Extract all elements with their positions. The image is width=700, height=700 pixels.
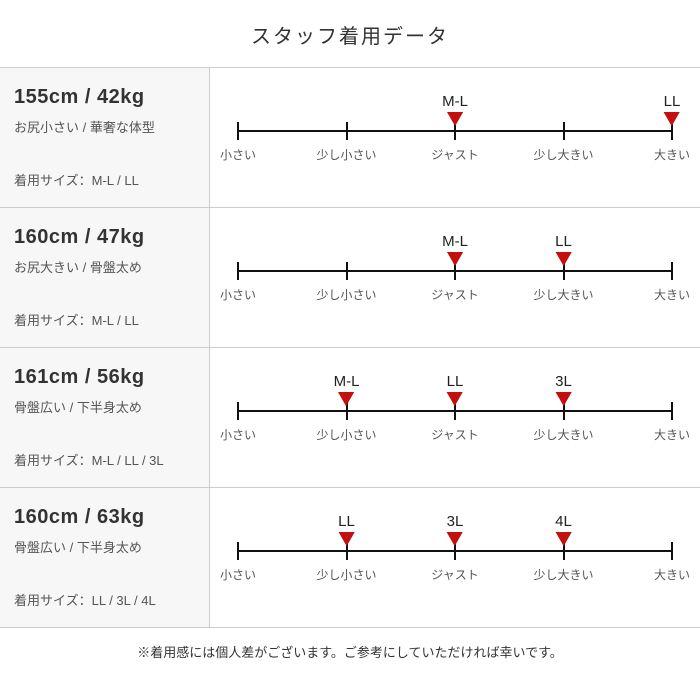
staff-info-panel: 160cm / 63kg 骨盤広い / 下半身太め着用サイズ：LL / 3L / … bbox=[0, 488, 210, 627]
scale-tick bbox=[346, 262, 348, 280]
scale-axis: 小さい少し小さいジャスト少し大きい大きいM-LLL bbox=[238, 270, 672, 272]
scale-tick-label: 少し大きい bbox=[533, 566, 593, 583]
scale-tick-label: 少し大きい bbox=[533, 426, 593, 443]
fit-scale: 小さい少し小さいジャスト少し大きい大きいM-LLL bbox=[238, 130, 672, 132]
size-marker: LL bbox=[664, 93, 681, 126]
scale-tick-label: 少し大きい bbox=[533, 146, 593, 163]
staff-row: 160cm / 63kg 骨盤広い / 下半身太め着用サイズ：LL / 3L / … bbox=[0, 488, 700, 628]
staff-stats: 155cm / 42kg bbox=[14, 86, 195, 109]
staff-row: 155cm / 42kg お尻小さい / 華奢な体型着用サイズ：M-L / LL 小… bbox=[0, 68, 700, 208]
staff-worn-sizes: 着用サイズ：LL / 3L / 4L bbox=[14, 590, 195, 609]
size-marker-label: M-L bbox=[442, 233, 468, 250]
size-marker-label: M-L bbox=[442, 93, 468, 110]
scale-tick-label: 大きい bbox=[654, 146, 690, 163]
size-marker: 4L bbox=[555, 513, 572, 546]
scale-tick-label: 大きい bbox=[654, 426, 690, 443]
staff-stats: 160cm / 63kg bbox=[14, 506, 195, 529]
scale-tick-label: 少し小さい bbox=[316, 146, 376, 163]
scale-tick bbox=[671, 402, 673, 420]
fit-scale-panel: 小さい 少し小さい ジャスト 少し大きい 大きい M-L LL bbox=[210, 208, 700, 347]
triangle-down-icon bbox=[556, 252, 572, 266]
staff-worn-sizes: 着用サイズ：M-L / LL bbox=[14, 310, 195, 329]
triangle-down-icon bbox=[556, 392, 572, 406]
staff-body-note: お尻小さい / 華奢な体型 bbox=[14, 117, 195, 136]
page-title: スタッフ着用データ bbox=[0, 0, 700, 67]
staff-row: 160cm / 47kg お尻大きい / 骨盤太め着用サイズ：M-L / LL 小さ… bbox=[0, 208, 700, 348]
scale-tick bbox=[671, 542, 673, 560]
staff-stats: 161cm / 56kg bbox=[14, 366, 195, 389]
scale-tick bbox=[237, 262, 239, 280]
scale-tick-label: 少し小さい bbox=[316, 426, 376, 443]
size-marker: 3L bbox=[555, 373, 572, 406]
scale-tick-label: 大きい bbox=[654, 566, 690, 583]
size-marker-label: 3L bbox=[555, 373, 572, 390]
size-marker-label: LL bbox=[555, 233, 572, 250]
scale-axis: 小さい少し小さいジャスト少し大きい大きいLL3L4L bbox=[238, 550, 672, 552]
scale-axis: 小さい少し小さいジャスト少し大きい大きいM-LLL3L bbox=[238, 410, 672, 412]
size-marker-label: LL bbox=[447, 373, 464, 390]
staff-stats: 160cm / 47kg bbox=[14, 226, 195, 249]
triangle-down-icon bbox=[447, 392, 463, 406]
scale-tick-label: 小さい bbox=[220, 286, 256, 303]
scale-tick-label: ジャスト bbox=[431, 146, 478, 163]
scale-tick bbox=[346, 122, 348, 140]
fit-scale-panel: 小さい 少し小さい ジャスト 少し大きい 大きい M-L LL 3L bbox=[210, 348, 700, 487]
staff-rows: 155cm / 42kg お尻小さい / 華奢な体型着用サイズ：M-L / LL 小… bbox=[0, 67, 700, 628]
size-marker: 3L bbox=[447, 513, 464, 546]
staff-worn-sizes: 着用サイズ：M-L / LL bbox=[14, 170, 195, 189]
fit-scale: 小さい少し小さいジャスト少し大きい大きいLL3L4L bbox=[238, 550, 672, 552]
staff-row: 161cm / 56kg 骨盤広い / 下半身太め着用サイズ：M-L / LL /… bbox=[0, 348, 700, 488]
size-marker: LL bbox=[447, 373, 464, 406]
size-marker-label: 4L bbox=[555, 513, 572, 530]
scale-tick-label: 少し小さい bbox=[316, 286, 376, 303]
triangle-down-icon bbox=[447, 112, 463, 126]
scale-tick bbox=[563, 122, 565, 140]
fit-scale: 小さい少し小さいジャスト少し大きい大きいM-LLL3L bbox=[238, 410, 672, 412]
triangle-down-icon bbox=[664, 112, 680, 126]
triangle-down-icon bbox=[447, 532, 463, 546]
staff-body-note: 骨盤広い / 下半身太め bbox=[14, 397, 195, 416]
scale-tick bbox=[671, 262, 673, 280]
size-marker: LL bbox=[338, 513, 355, 546]
fit-scale-panel: 小さい 少し小さい ジャスト 少し大きい 大きい M-L LL bbox=[210, 68, 700, 207]
scale-tick-label: 小さい bbox=[220, 566, 256, 583]
scale-tick bbox=[237, 542, 239, 560]
scale-tick-label: ジャスト bbox=[431, 426, 478, 443]
fit-scale-panel: 小さい 少し小さい ジャスト 少し大きい 大きい LL 3L 4L bbox=[210, 488, 700, 627]
size-marker: M-L bbox=[442, 233, 468, 266]
scale-tick-label: 小さい bbox=[220, 146, 256, 163]
scale-tick-label: 少し小さい bbox=[316, 566, 376, 583]
scale-tick bbox=[237, 122, 239, 140]
staff-body-note: お尻大きい / 骨盤太め bbox=[14, 257, 195, 276]
size-marker-label: LL bbox=[664, 93, 681, 110]
size-marker: M-L bbox=[442, 93, 468, 126]
triangle-down-icon bbox=[556, 532, 572, 546]
staff-worn-sizes: 着用サイズ：M-L / LL / 3L bbox=[14, 450, 195, 469]
size-marker-label: M-L bbox=[334, 373, 360, 390]
scale-tick-label: 少し大きい bbox=[533, 286, 593, 303]
triangle-down-icon bbox=[339, 532, 355, 546]
scale-tick-label: 大きい bbox=[654, 286, 690, 303]
size-marker: LL bbox=[555, 233, 572, 266]
staff-info-panel: 155cm / 42kg お尻小さい / 華奢な体型着用サイズ：M-L / LL bbox=[0, 68, 210, 207]
size-marker: M-L bbox=[334, 373, 360, 406]
staff-body-note: 骨盤広い / 下半身太め bbox=[14, 537, 195, 556]
triangle-down-icon bbox=[339, 392, 355, 406]
staff-info-panel: 160cm / 47kg お尻大きい / 骨盤太め着用サイズ：M-L / LL bbox=[0, 208, 210, 347]
scale-tick bbox=[237, 402, 239, 420]
size-marker-label: 3L bbox=[447, 513, 464, 530]
scale-tick-label: 小さい bbox=[220, 426, 256, 443]
scale-tick-label: ジャスト bbox=[431, 286, 478, 303]
scale-axis: 小さい少し小さいジャスト少し大きい大きいM-LLL bbox=[238, 130, 672, 132]
staff-info-panel: 161cm / 56kg 骨盤広い / 下半身太め着用サイズ：M-L / LL /… bbox=[0, 348, 210, 487]
scale-tick-label: ジャスト bbox=[431, 566, 478, 583]
size-marker-label: LL bbox=[338, 513, 355, 530]
footnote: ※着用感には個人差がございます。ご参考にしていただければ幸いです。 bbox=[0, 628, 700, 675]
fit-scale: 小さい少し小さいジャスト少し大きい大きいM-LLL bbox=[238, 270, 672, 272]
triangle-down-icon bbox=[447, 252, 463, 266]
